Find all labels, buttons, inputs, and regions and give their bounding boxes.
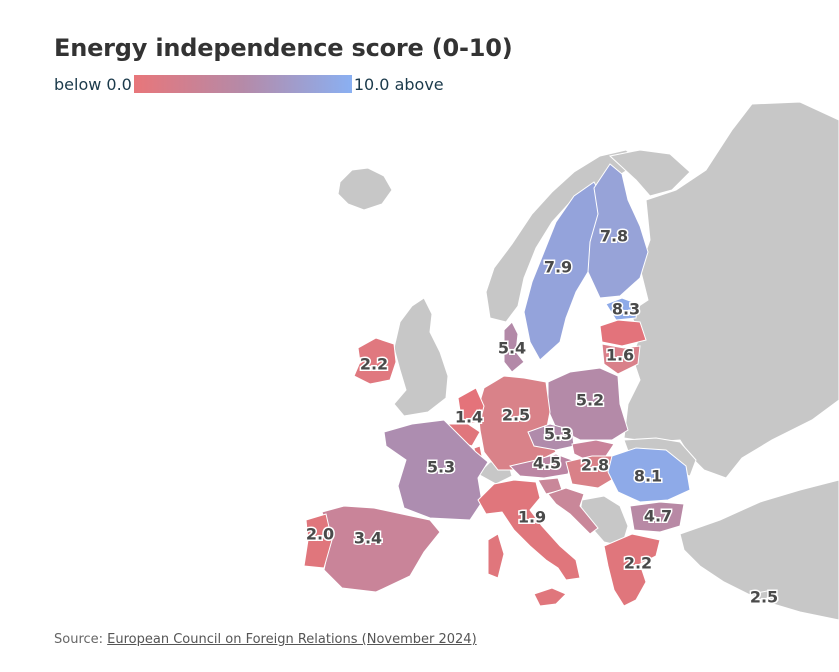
score-label-bulgaria: 4.7 xyxy=(644,507,672,526)
score-label-cyprus: 2.5 xyxy=(750,588,778,607)
romania-shape xyxy=(607,447,691,503)
latvia-shape xyxy=(599,319,647,347)
score-label-denmark: 5.4 xyxy=(498,339,526,358)
sardinia-shape xyxy=(487,533,505,579)
country-shapes xyxy=(303,163,779,607)
score-label-latvia: 1.6 xyxy=(606,346,634,365)
score-label-hungary: 2.8 xyxy=(581,456,609,475)
legend-min-label: below 0.0 xyxy=(54,74,132,94)
netherlands-shape xyxy=(457,387,485,425)
ireland-shape xyxy=(353,337,397,385)
score-label-italy: 1.9 xyxy=(518,508,546,527)
color-legend: below 0.0 10.0 above xyxy=(54,74,444,94)
map-title: Energy independence score (0-10) xyxy=(54,34,513,62)
bulgaria-shape xyxy=(629,501,685,533)
estonia-shape xyxy=(605,297,639,321)
score-label-estonia: 8.3 xyxy=(612,300,640,319)
france-shape xyxy=(383,419,489,521)
greece-shape xyxy=(603,533,661,607)
portugal-shape xyxy=(303,513,333,569)
denmark-shape xyxy=(503,321,525,373)
kola-shape xyxy=(608,149,691,197)
score-label-portugal: 2.0 xyxy=(306,525,334,544)
iceland-shape xyxy=(337,167,393,211)
legend-max-label: 10.0 above xyxy=(353,74,444,94)
score-label-austria: 4.5 xyxy=(533,454,561,473)
score-label-ireland: 2.2 xyxy=(360,355,388,374)
sicily-shape xyxy=(533,587,567,607)
source-prefix: Source: xyxy=(54,632,108,647)
turkey-shape xyxy=(679,479,839,621)
score-label-czechia: 5.3 xyxy=(544,425,572,444)
score-label-sweden: 7.9 xyxy=(544,258,572,277)
italy-shape xyxy=(477,479,581,581)
score-label-poland: 5.2 xyxy=(576,391,604,410)
poland-shape xyxy=(547,367,629,441)
score-label-spain: 3.4 xyxy=(354,529,382,548)
lithuania-shape xyxy=(601,343,641,375)
score-label-netherlands: 1.4 xyxy=(455,408,483,427)
background-land xyxy=(337,101,839,621)
score-label-finland: 7.8 xyxy=(600,227,628,246)
spain-shape xyxy=(321,505,441,593)
finland-shape xyxy=(587,163,649,299)
great-britain-shape xyxy=(393,297,449,417)
score-label-romania: 8.1 xyxy=(634,467,662,486)
croatia-shape xyxy=(547,487,599,535)
score-label-france: 5.3 xyxy=(427,458,455,477)
score-label-greece: 2.2 xyxy=(624,554,652,573)
score-labels: 2.2 5.4 7.9 7.8 8.3 1.6 5.2 2.5 1.4 5.3 … xyxy=(304,225,779,608)
cyprus-shape xyxy=(751,589,779,605)
legend-gradient-bar xyxy=(133,75,352,93)
source-note: Source: European Council on Foreign Rela… xyxy=(54,632,477,647)
source-link[interactable]: European Council on Foreign Relations (N… xyxy=(107,632,477,647)
score-label-germany: 2.5 xyxy=(502,406,530,425)
